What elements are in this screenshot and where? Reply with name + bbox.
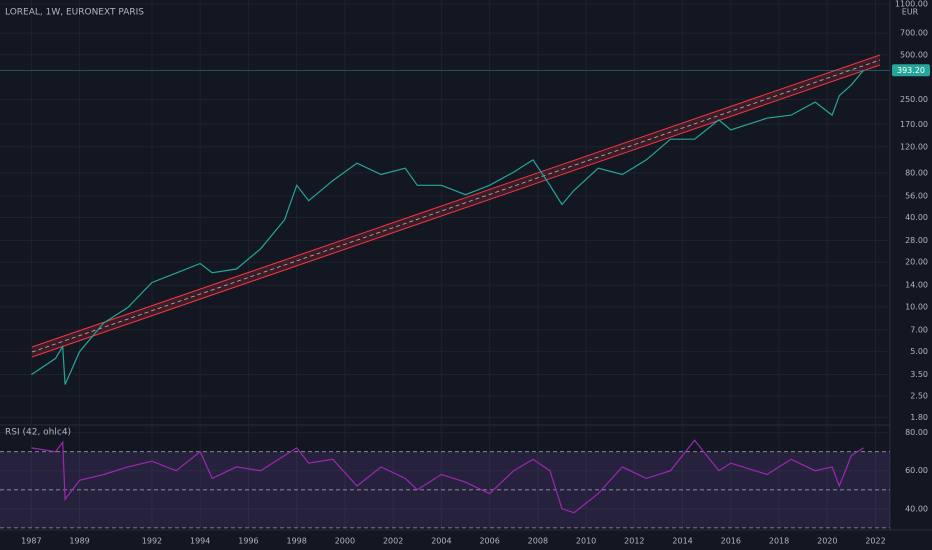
x-tick-label: 2018 [769,537,789,546]
x-tick-label: 2016 [721,537,741,546]
x-tick-label: 2006 [479,537,499,546]
last-price-tag [892,64,930,77]
rsi-title: RSI (42, ohlc4) [5,428,71,438]
x-tick-label: 2000 [335,537,355,546]
x-tick-label: 1989 [69,537,89,546]
y-tick-label: 40.00 [905,504,928,513]
y-tick-label: 40.00 [905,213,928,222]
y-tick-label: 250.00 [900,95,928,104]
y-tick-label: 2.50 [910,392,928,401]
x-tick-label: 2020 [817,537,837,546]
x-tick-label: 1998 [286,537,306,546]
x-tick-label: 1987 [21,537,41,546]
y-tick-label: 60.00 [905,466,928,475]
last-price-label: 393.20 [897,66,925,75]
y-tick-label: 500.00 [900,50,928,59]
x-tick-label: 2004 [431,537,451,546]
y-tick-label: 5.00 [910,347,928,356]
x-tick-label: 2002 [383,537,403,546]
channel [31,54,881,358]
y-tick-label: 7.00 [910,325,928,334]
chart-title: LOREAL, 1W, EURONEXT PARIS [5,8,144,18]
y-tick-label: 28.00 [905,236,928,245]
y-tick-label: 120.00 [900,142,928,151]
price-line [31,439,864,514]
x-tick-label: 1996 [238,537,258,546]
y-tick-label: 56.00 [905,191,928,200]
y-tick-label: 80.00 [905,428,928,437]
unit-label: EUR [902,8,919,17]
x-tick-label: 2012 [624,537,644,546]
y-tick-label: 20.00 [905,258,928,267]
y-tick-label: 1.80 [910,413,928,422]
y-tick-label: 170.00 [900,120,928,129]
x-tick-label: 2008 [528,537,548,546]
y-tick-label: 80.00 [905,168,928,177]
y-tick-label: 10.00 [905,302,928,311]
y-tick-label: 1100.00 [895,0,928,8]
x-tick-label: 2022 [865,537,885,546]
x-tick-label: 2010 [576,537,596,546]
price-line [31,69,864,385]
x-tick-label: 2014 [672,537,692,546]
y-tick-label: 14.00 [905,281,928,290]
x-tick-label: 1994 [190,537,210,546]
y-tick-label: 700.00 [900,29,928,38]
y-tick-label: 3.50 [910,370,928,379]
x-tick-label: 1992 [142,537,162,546]
